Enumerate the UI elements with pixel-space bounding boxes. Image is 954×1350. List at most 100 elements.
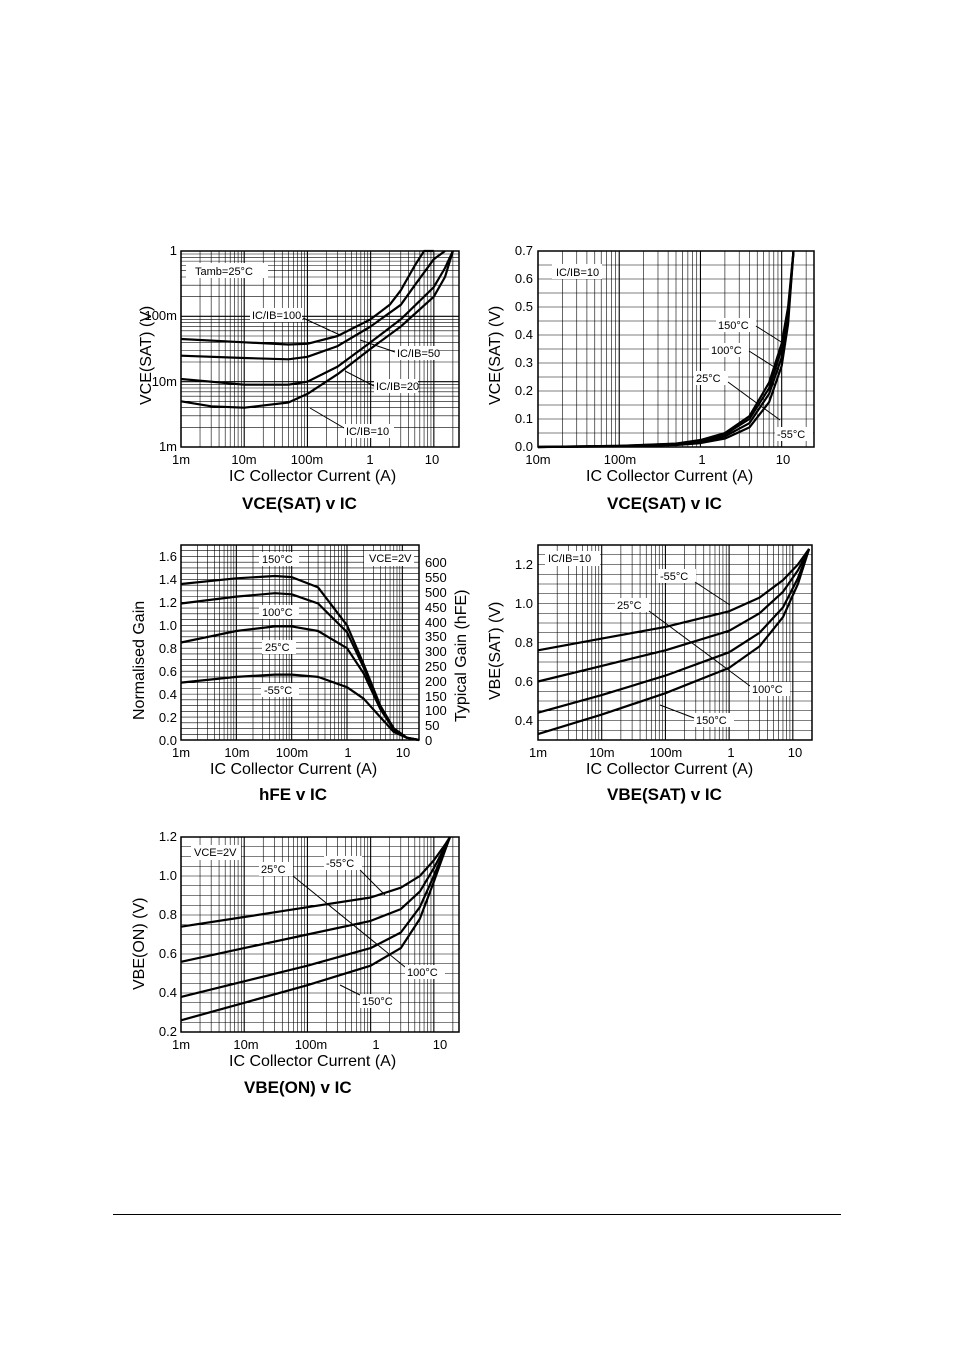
x-axis-label: IC Collector Current (A) [586,761,753,778]
x-tick-label: 1 [698,452,705,467]
condition-box [552,264,602,279]
series-line [537,548,810,652]
y2-tick-label: 500 [425,585,447,600]
chart-hfe: 0.0 0.2 0.4 0.6 0.8 1.0 1.2 1.4 1.6 0 50… [131,544,470,804]
curve-annotation: 25°C [265,642,290,654]
y2-tick-label: 0 [425,733,432,748]
curve-annotation: 100°C [262,607,293,619]
annotation-bg [262,640,296,654]
y-tick-labels: 0.4 0.6 0.8 1.0 1.2 [515,557,533,728]
annotation-bg [694,713,734,727]
series-line [180,250,454,386]
y-tick-labels: 0.2 0.4 0.6 0.8 1.0 1.2 [159,829,177,1039]
series-line [180,250,446,361]
curve-annotations: 150°C 100°C 25°C -55°C [694,318,813,441]
annotation-bg [709,343,749,357]
curve-annotation: 25°C [696,373,721,385]
y2-tick-label: 300 [425,644,447,659]
y-axis-label: VCE(SAT) (V) [487,306,504,405]
x-tick-label: 10 [396,745,410,760]
y-tick-labels: 1m 10m 100m 1 [144,243,177,454]
chart-vcesat-loglog: 1m 10m 100m 1 1m 10m 100m 1 10 IC Collec… [138,243,460,513]
x-axis-label: IC Collector Current (A) [229,1053,396,1070]
y-tick-label: 0.3 [515,355,533,370]
curve-annotations: IC/IB=100 IC/IB=50 IC/IB=20 IC/IB=10 [250,308,440,438]
series-line [537,548,811,736]
y-tick-label: 1.0 [159,618,177,633]
leader-line [359,339,396,353]
condition-box [186,263,268,278]
y2-tick-label: 450 [425,600,447,615]
chart-vbesat: 0.4 0.6 0.8 1.0 1.2 1m 10m 100m 1 10 IC … [487,544,813,804]
y-tick-label: 0.8 [159,907,177,922]
x-axis-label: IC Collector Current (A) [210,761,377,778]
series-line [180,836,451,928]
y-tick-label: 1.2 [515,557,533,572]
series-line [180,249,434,346]
chart-title: VBE(SAT) v IC [607,785,722,804]
curve-annotation: 150°C [718,320,749,332]
x-tick-labels: 1m 10m 100m 1 10 [172,452,439,467]
curve-annotation: -55°C [264,685,292,697]
y-axis-label: VBE(ON) (V) [131,898,148,990]
annotation-bg [395,346,437,360]
chart-vcesat-linear: 0.0 0.1 0.2 0.3 0.4 0.5 0.6 0.7 10m 100m… [487,243,815,513]
condition-label: Tamb=25°C [195,266,253,278]
x-tick-label: 10 [425,452,439,467]
y-tick-label: 100m [144,308,177,323]
curve-annotations: -55°C 25°C 100°C 150°C [615,569,790,727]
y-tick-label: 0.4 [515,327,533,342]
curve-annotation: IC/IB=10 [346,426,389,438]
plot-frame [537,544,813,741]
chart-title: VCE(SAT) v IC [242,494,357,513]
x-axis-label: IC Collector Current (A) [229,468,396,485]
curve-annotation: -55°C [777,429,805,441]
y-tick-label: 0.6 [515,674,533,689]
series-line [537,548,811,683]
x-tick-labels: 1m 10m 100m 1 10 [172,745,410,760]
annotation-bg [405,965,445,979]
y-tick-label: 0.2 [159,710,177,725]
y-tick-label: 1.2 [159,595,177,610]
x-tick-label: 10m [224,745,249,760]
leader-line [302,317,341,336]
y-tick-label: 1.2 [159,829,177,844]
plot-frame [180,836,460,1033]
leader-line [694,581,731,606]
condition-label: VCE=2V [194,847,237,859]
series-lines [180,836,452,1022]
plot-frame [180,250,460,448]
curve-annotations: -55°C 25°C 100°C 150°C [259,856,445,1008]
grid [180,836,459,1033]
y-tick-label: 0.7 [515,243,533,258]
curve-annotation: IC/IB=20 [376,381,419,393]
y-axis-label: Normalised Gain [131,601,148,720]
leader-line [755,325,787,346]
chart-title: hFE v IC [259,785,327,804]
chart-vbeon: 0.2 0.4 0.6 0.8 1.0 1.2 1m 10m 100m 1 10… [131,829,460,1097]
x-tick-label: 1m [172,452,190,467]
grid [180,544,420,741]
annotation-bg [716,318,756,332]
series-line [180,836,451,963]
curve-annotation: 150°C [262,554,293,566]
annotation-bg [250,308,302,322]
x-axis-label: IC Collector Current (A) [586,468,753,485]
chart-title: VCE(SAT) v IC [607,494,722,513]
y2-tick-label: 150 [425,689,447,704]
y2-tick-label: 400 [425,615,447,630]
y-tick-label: 0.8 [515,635,533,650]
series-line [180,836,452,1022]
y-tick-label: 10m [152,374,177,389]
x-tick-label: 100m [650,745,683,760]
chart-title: VBE(ON) v IC [244,1078,352,1097]
grid [537,250,814,448]
leader-line [748,350,780,371]
leader-line [344,370,375,387]
x-tick-label: 10m [233,1037,258,1052]
y-tick-label: 1m [159,439,177,454]
annotation-bg [658,569,696,583]
y-tick-label: 1.0 [159,868,177,883]
leader-line [339,984,361,996]
x-tick-label: 1 [727,745,734,760]
